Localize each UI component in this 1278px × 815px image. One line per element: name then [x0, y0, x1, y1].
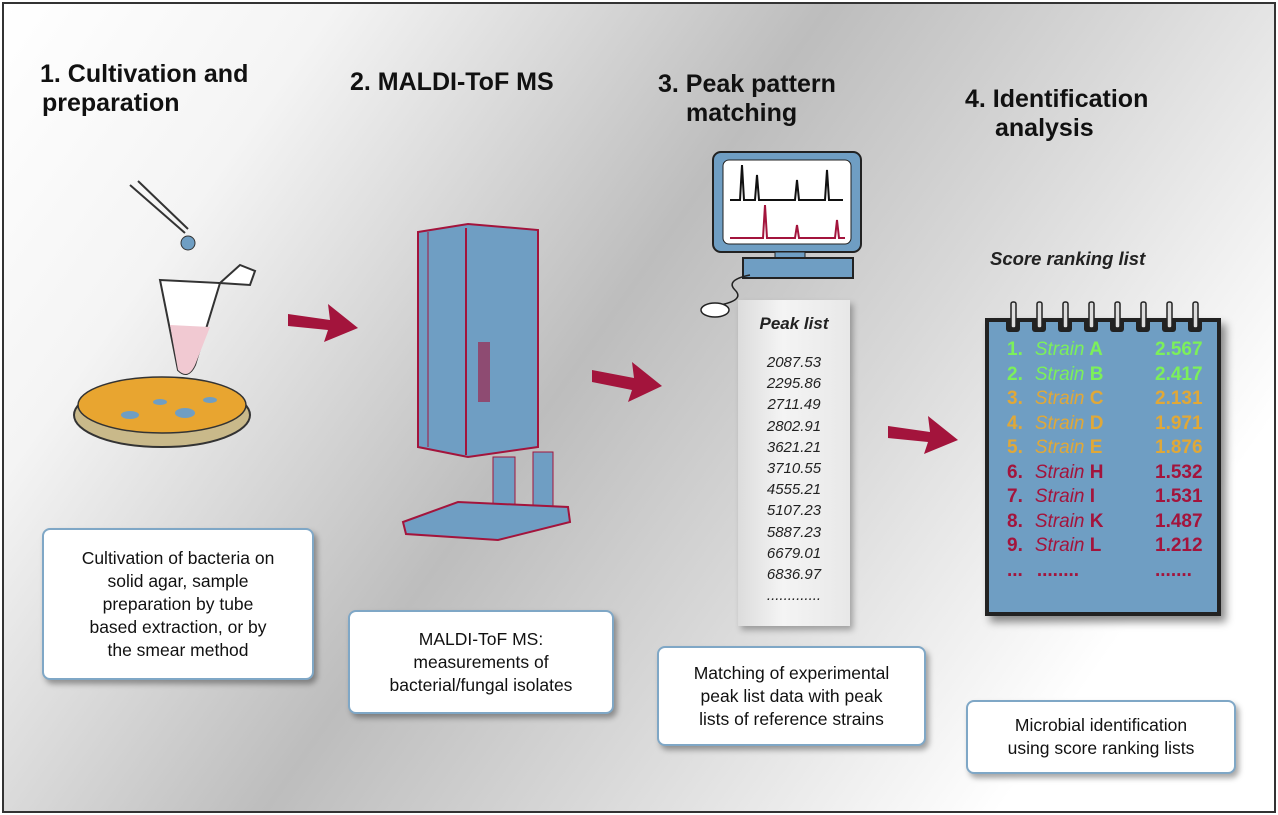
score-value: 2.417	[1155, 363, 1203, 385]
score-value: 1.531	[1155, 486, 1203, 507]
description-line: peak list data with peak	[700, 685, 883, 706]
description-line: bacterial/fungal isolates	[389, 674, 573, 695]
score-row: 4. Strain D 1.971	[1007, 412, 1203, 437]
strain-label: Strain	[1034, 486, 1085, 507]
score-value: 2.131	[1155, 388, 1203, 409]
rank: 9.	[1007, 535, 1023, 556]
strain-id: K	[1089, 510, 1104, 532]
strain-id: H	[1089, 461, 1104, 483]
peak-value: 2711.49	[767, 396, 821, 414]
step1-description: Cultivation of bacteria on solid agar, sa…	[42, 528, 314, 680]
strain-id: E	[1089, 437, 1103, 458]
step3-description: Matching of experimental peak list data w…	[657, 646, 926, 746]
rank: 1.	[1007, 339, 1023, 360]
rank: 8.	[1007, 510, 1023, 532]
strain-label: Strain	[1034, 461, 1085, 483]
step4-description: Microbial identification using score rank…	[966, 700, 1236, 774]
score-value: 2.567	[1155, 339, 1203, 360]
arrow-1-to-2	[288, 304, 358, 342]
step2-title: 2. MALDI-ToF MS	[350, 68, 554, 96]
peak-value: 2295.86	[766, 375, 822, 393]
peak-value: 6679.01	[766, 544, 822, 562]
maldi-instrument-illustration	[401, 222, 572, 542]
step4-title: 4. Identification analysis	[965, 85, 1149, 142]
score-value: 1.876	[1155, 437, 1203, 458]
description-line: Microbial identification	[1014, 715, 1188, 735]
computer-monitor-illustration	[700, 151, 862, 318]
score-row: 2. Strain B 2.417	[1007, 363, 1203, 388]
score-list-title: Score ranking list	[990, 248, 1146, 269]
strain-id: I	[1089, 486, 1096, 507]
score-value: 1.212	[1155, 535, 1203, 556]
peak-value: 3710.55	[766, 460, 822, 478]
description-line: solid agar, sample	[107, 570, 249, 591]
step3-title: 3. Peak pattern matching	[658, 70, 836, 127]
score-row: 1. Strain A 2.567	[1007, 338, 1203, 363]
rank: 6.	[1007, 461, 1023, 483]
step1-title: 1. Cultivation and preparation	[40, 60, 249, 117]
peak-value: 4555.21	[766, 481, 822, 499]
score-row: 9. Strain L 1.212	[1007, 534, 1203, 559]
description-line: based extraction, or by	[89, 616, 267, 637]
peak-value: 6836.97	[766, 566, 822, 584]
score-value: 1.487	[1155, 510, 1203, 532]
score-row: 6. Strain H 1.532	[1007, 461, 1203, 486]
strain-id: C	[1089, 388, 1104, 409]
score-value: .......	[1155, 559, 1192, 581]
score-value: 1.532	[1155, 461, 1203, 483]
description-line: Matching of experimental	[693, 662, 890, 683]
strain-label: Strain	[1034, 535, 1085, 556]
strain-id: D	[1089, 412, 1104, 434]
strain-label: Strain	[1034, 388, 1085, 409]
score-ranking-notepad: 1. Strain A 2.567 2. Strain B 2.417 3. Strain C…	[985, 301, 1221, 616]
score-row: 7. Strain I 1.531	[1007, 485, 1203, 510]
score-row: 5. Strain E 1.876	[1007, 436, 1203, 461]
rank: 2.	[1007, 363, 1023, 385]
strain-label: ........	[1036, 559, 1080, 581]
description-line: the smear method	[107, 639, 249, 660]
strain-label: Strain	[1034, 510, 1085, 532]
strain-id: L	[1089, 535, 1102, 556]
peak-list: Peak list 2087.53 2295.86 2711.49 2802.91 36…	[738, 300, 850, 626]
description-line: Cultivation of bacteria on	[81, 547, 275, 568]
score-row-ellipsis: ..................	[1007, 559, 1192, 584]
description-line: MALDI-ToF MS:	[418, 628, 544, 649]
score-value: 1.971	[1155, 412, 1203, 434]
strain-id: B	[1089, 363, 1104, 385]
description-line: measurements of	[413, 651, 549, 672]
score-row: 3. Strain C 2.131	[1007, 387, 1203, 412]
strain-id: A	[1089, 339, 1103, 360]
peak-value: 5887.23	[766, 523, 822, 541]
rank: 4.	[1007, 412, 1023, 434]
strain-label: Strain	[1034, 412, 1085, 434]
step2-description: MALDI-ToF MS: measurements of bacterial/fu…	[348, 610, 614, 714]
peak-list-title: Peak list	[759, 314, 829, 333]
arrow-2-to-3	[592, 362, 662, 402]
notepad-spiral-rings	[1006, 301, 1202, 332]
peak-list-ellipsis: .............	[766, 587, 822, 605]
strain-label: Strain	[1034, 339, 1085, 360]
description-line: preparation by tube	[102, 593, 254, 614]
description-line: lists of reference strains	[699, 708, 884, 729]
rank: 5.	[1007, 437, 1023, 458]
arrow-3-to-4	[888, 416, 958, 454]
strain-label: Strain	[1034, 437, 1085, 458]
score-row: 8. Strain K 1.487	[1007, 510, 1203, 535]
rank: 7.	[1007, 486, 1023, 507]
strain-label: Strain	[1034, 363, 1085, 385]
peak-value: 5107.23	[766, 502, 822, 520]
rank: 3.	[1007, 388, 1023, 409]
description-line: using score ranking lists	[1007, 738, 1195, 758]
peak-value: 2802.91	[766, 417, 822, 435]
cultivation-illustration	[73, 180, 257, 448]
peak-value: 2087.53	[766, 354, 822, 371]
peak-value: 3621.21	[766, 438, 822, 456]
rank: ...	[1007, 559, 1023, 581]
